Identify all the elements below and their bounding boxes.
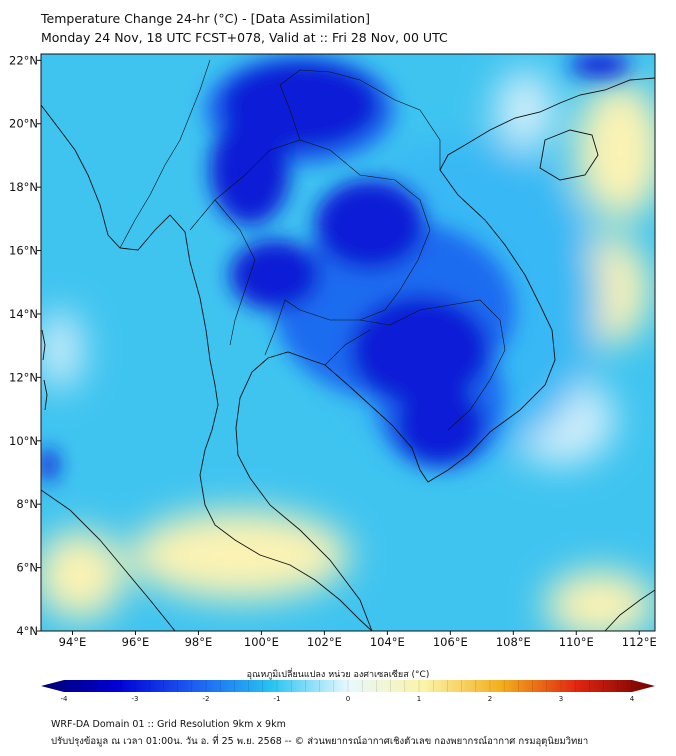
lon-tick-label: 100°E <box>244 635 279 649</box>
lat-tick-label: 14°N <box>9 307 38 321</box>
sumatra-coast <box>41 489 176 631</box>
colorbar-tick-label: -4 <box>61 695 69 703</box>
colorbar-tick-label: 3 <box>559 695 563 703</box>
neutral-area-gulf-tonkin <box>495 70 555 150</box>
lat-tick-label: 6°N <box>16 561 38 575</box>
coastlines <box>41 59 655 631</box>
colorbar-ticks: -4 -3 -2 -1 0 1 2 3 4 <box>61 680 635 703</box>
strong-cooling-isan <box>315 180 425 270</box>
strong-cooling-northeast-corner <box>570 54 630 77</box>
lat-tick-label: 16°N <box>9 244 38 258</box>
warming-area-southeast <box>545 570 655 631</box>
country-border-4 <box>214 199 371 366</box>
andaman-islands <box>41 329 48 411</box>
model-info: WRF-DA Domain 01 :: Grid Resolution 9km … <box>51 719 286 730</box>
country-border-1 <box>189 139 431 356</box>
latitude-axis: 4°N 6°N 8°N 10°N 12°N 14°N 16°N 18°N 20°N 22°N <box>9 53 41 638</box>
update-info: ปรับปรุงข้อมูล ณ เวลา 01:00น. วัน อ. ที่… <box>51 736 589 747</box>
colorbar-bar <box>41 680 655 692</box>
lat-tick-label: 10°N <box>9 434 38 448</box>
lat-tick-label: 8°N <box>16 497 38 511</box>
lat-tick-label: 20°N <box>9 117 38 131</box>
warming-area-southwest <box>41 530 125 620</box>
borneo-coast <box>604 589 655 631</box>
longitude-axis: 94°E 96°E 98°E 100°E 102°E 104°E 106°E 108°E 110… <box>59 631 657 649</box>
lat-tick-label: 12°N <box>9 370 38 384</box>
gulf-of-thailand-coast <box>235 77 655 631</box>
lon-tick-label: 102°E <box>307 635 342 649</box>
strong-cooling-mekong <box>395 385 485 465</box>
lon-tick-label: 110°E <box>559 635 594 649</box>
colorbar-tick-label: -2 <box>203 695 210 703</box>
lon-tick-label: 108°E <box>496 635 531 649</box>
temperature-field <box>41 54 655 631</box>
lon-tick-label: 96°E <box>122 635 150 649</box>
warming-area-south <box>130 510 350 600</box>
strong-cooling-cambodia <box>350 295 490 405</box>
lat-tick-label: 22°N <box>9 53 38 67</box>
mainland-west-coast <box>41 104 373 631</box>
colorbar: -4 -3 -2 -1 0 1 2 3 4 <box>41 680 655 703</box>
country-border-2 <box>279 69 441 170</box>
map-subtitle: Monday 24 Nov, 18 UTC FCST+078, Valid at… <box>41 30 448 45</box>
country-border-3 <box>359 299 506 431</box>
lon-tick-label: 112°E <box>622 635 657 649</box>
colorbar-tick-label: 0 <box>346 695 350 703</box>
lon-tick-label: 94°E <box>59 635 87 649</box>
strong-cooling-central-thailand <box>230 240 320 310</box>
lon-tick-label: 98°E <box>185 635 213 649</box>
neutral-area-west <box>41 310 82 390</box>
hainan-island <box>539 129 599 181</box>
colorbar-tick-label: -1 <box>274 695 281 703</box>
colorbar-tick-label: -3 <box>132 695 139 703</box>
colorbar-tick-label: 4 <box>630 695 635 703</box>
strong-cooling-west-edge <box>41 449 58 481</box>
lat-tick-label: 18°N <box>9 180 38 194</box>
map-title: Temperature Change 24-hr (°C) - [Data As… <box>41 11 370 26</box>
warming-area-east-upper <box>575 80 655 220</box>
country-border-5 <box>119 59 211 249</box>
lon-tick-label: 106°E <box>433 635 468 649</box>
plot-frame <box>40 53 656 632</box>
colorbar-tick-label: 1 <box>417 695 421 703</box>
lat-tick-label: 4°N <box>16 624 38 638</box>
colorbar-label: อุณหภูมิเปลี่ยนแปลง หน่วย องศาเซลเซียส (… <box>246 670 430 680</box>
lon-tick-label: 104°E <box>370 635 405 649</box>
colorbar-tick-label: 2 <box>488 695 492 703</box>
